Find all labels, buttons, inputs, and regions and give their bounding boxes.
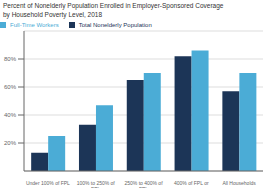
html-text:Percent of Nonelderly Populati: Percent of Nonelderly Population Enrolle… xyxy=(3,2,224,9)
svg-text:60%: 60% xyxy=(8,84,17,90)
svg-text:20%: 20% xyxy=(8,140,17,146)
svg-text:80%: 80% xyxy=(8,56,17,62)
svg-text:400% of FPL ormore: 400% of FPL ormore xyxy=(174,180,209,188)
svg-text:40%: 40% xyxy=(8,112,17,118)
svg-text:Under 100% of FPL: Under 100% of FPL xyxy=(26,180,70,186)
html-text:by Household Poverty Level, 20: by Household Poverty Level, 2018 xyxy=(3,11,102,18)
svg-text:100% to 250% ofFPL: 100% to 250% ofFPL xyxy=(77,180,116,188)
html-text:Total Nonelderly Population: Total Nonelderly Population xyxy=(78,22,152,28)
html-text:Full-Time Workers: Full-Time Workers xyxy=(10,22,59,28)
svg-text:All Households: All Households xyxy=(222,180,256,186)
svg-text:250% to 400% ofFPL: 250% to 400% ofFPL xyxy=(124,180,163,188)
